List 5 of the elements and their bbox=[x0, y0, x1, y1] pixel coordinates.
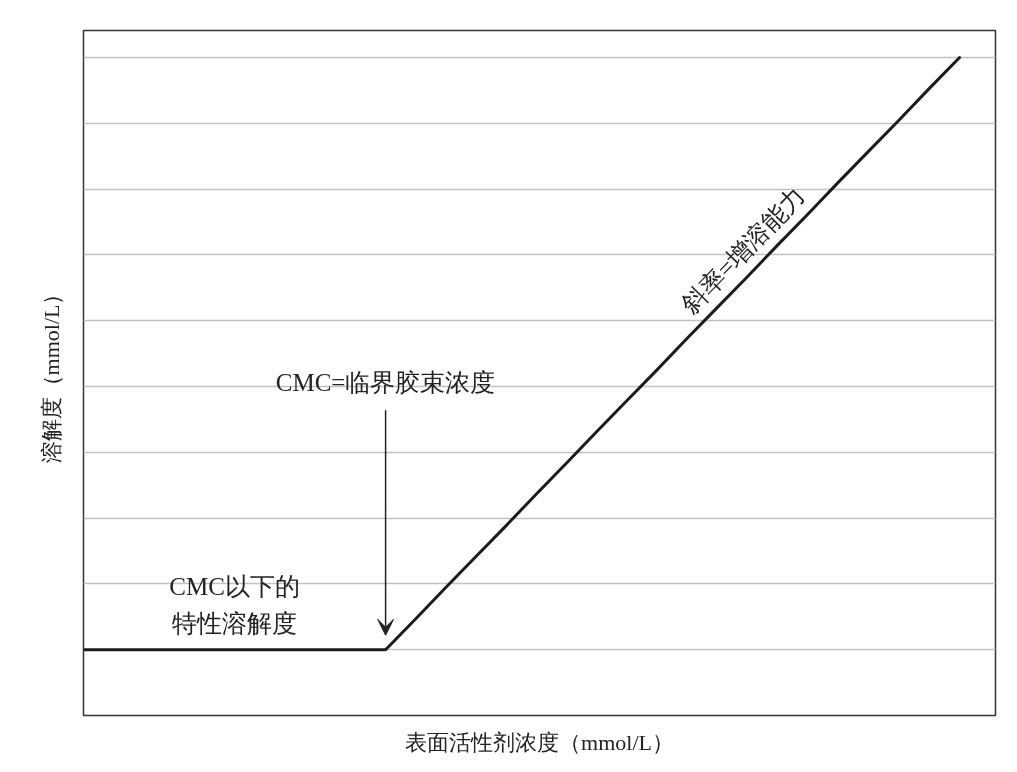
x-axis-title: 表面活性剂浓度（mmol/L） bbox=[405, 729, 674, 755]
annotation: CMC=临界胶束浓度 bbox=[275, 368, 496, 396]
annotation: 斜率=增溶能力 bbox=[676, 181, 811, 319]
y-axis-title: 溶解度（mmol/L） bbox=[38, 282, 64, 464]
annotation: CMC以下的特性溶解度 bbox=[169, 573, 300, 637]
